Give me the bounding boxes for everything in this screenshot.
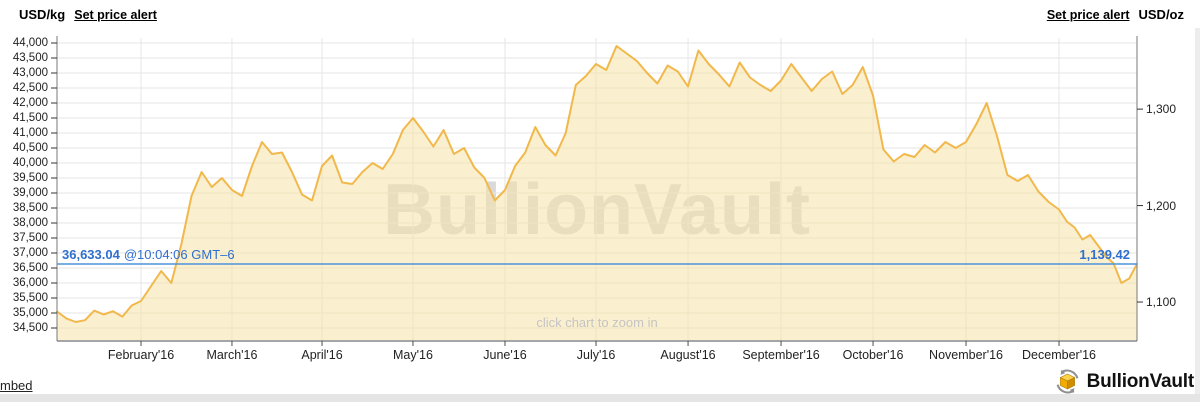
current-price-value-kg: 36,633.04 [62,247,120,262]
set-price-alert-link-left[interactable]: Set price alert [74,8,157,22]
header-left: USD/kg Set price alert [19,7,157,22]
header-right: Set price alert USD/oz [1047,7,1184,22]
right-edge-divider [1195,28,1200,394]
current-price-label-kg: 36,633.04 @10:04:06 GMT–6 [62,247,235,262]
price-area-fill [57,46,1137,340]
right-axis-unit-label: USD/oz [1138,7,1185,22]
chart-plot-area[interactable] [57,36,1137,341]
current-price-label-oz: 1,139.42 [1079,247,1130,262]
zoom-hint-text: click chart to zoom in [536,315,658,330]
logo-text: BullionVault [1086,370,1195,392]
bullionvault-logo[interactable]: BullionVault [1054,368,1194,395]
price-series-line [56,45,1138,323]
left-axis-unit-label: USD/kg [19,7,66,22]
set-price-alert-link-right[interactable]: Set price alert [1046,8,1130,22]
embed-link[interactable]: mbed [0,378,33,393]
current-price-value-oz: 1,139.42 [1079,247,1130,262]
bottom-divider [0,394,1200,402]
current-price-timestamp: @10:04:06 GMT–6 [123,247,235,262]
cube-logo-icon [1056,369,1079,394]
